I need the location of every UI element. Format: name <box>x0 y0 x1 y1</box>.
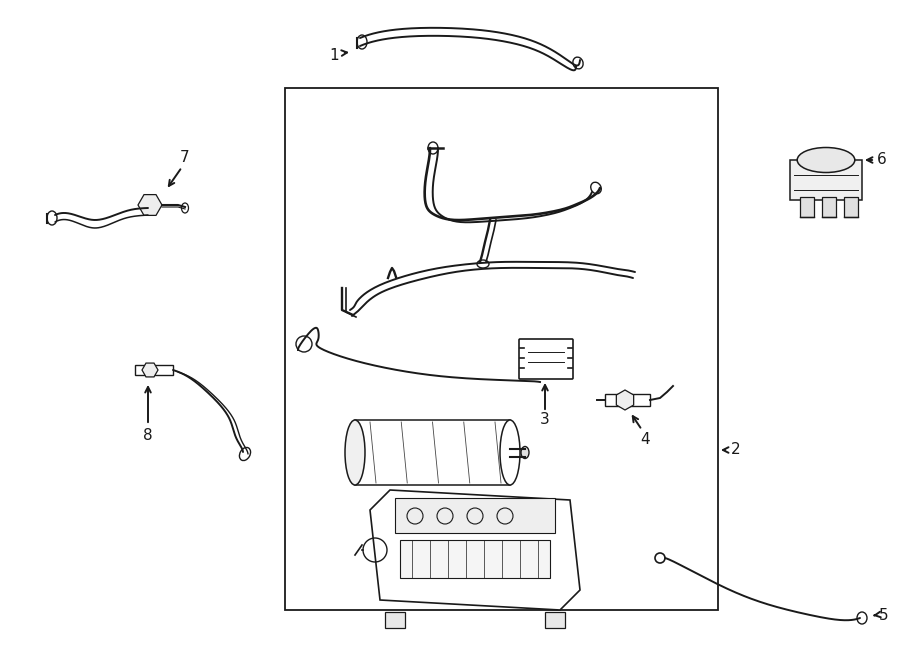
Bar <box>605 394 650 406</box>
Polygon shape <box>545 612 565 628</box>
Text: 7: 7 <box>180 151 190 165</box>
Ellipse shape <box>590 182 601 194</box>
Ellipse shape <box>428 142 438 154</box>
Text: 6: 6 <box>878 153 886 167</box>
Bar <box>822 197 836 217</box>
Text: 2: 2 <box>731 442 741 457</box>
Bar <box>400 540 550 578</box>
Ellipse shape <box>857 612 867 624</box>
Ellipse shape <box>797 147 855 173</box>
Bar <box>844 197 858 217</box>
Text: 1: 1 <box>329 48 338 63</box>
Ellipse shape <box>357 35 367 49</box>
Ellipse shape <box>500 420 520 485</box>
Bar <box>790 160 862 200</box>
Text: 3: 3 <box>540 412 550 428</box>
Bar <box>800 197 814 217</box>
Text: 4: 4 <box>640 432 650 447</box>
Polygon shape <box>370 490 580 610</box>
Ellipse shape <box>239 447 250 461</box>
Ellipse shape <box>521 446 529 459</box>
Ellipse shape <box>477 260 489 268</box>
Bar <box>135 365 173 375</box>
Text: 5: 5 <box>879 607 889 623</box>
Bar <box>395 498 555 533</box>
Bar <box>355 420 510 485</box>
FancyBboxPatch shape <box>519 339 573 379</box>
Polygon shape <box>385 612 405 628</box>
Ellipse shape <box>182 203 188 213</box>
Text: 8: 8 <box>143 428 153 442</box>
Ellipse shape <box>573 57 583 69</box>
Ellipse shape <box>345 420 365 485</box>
Ellipse shape <box>47 211 57 225</box>
Bar <box>285 88 718 610</box>
